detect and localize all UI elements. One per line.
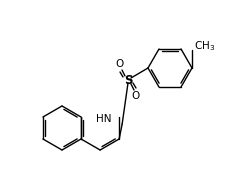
Text: O: O xyxy=(116,59,124,69)
Text: CH$_3$: CH$_3$ xyxy=(194,39,215,53)
Text: O: O xyxy=(132,91,140,101)
Text: HN: HN xyxy=(96,114,111,124)
Text: S: S xyxy=(124,74,132,87)
